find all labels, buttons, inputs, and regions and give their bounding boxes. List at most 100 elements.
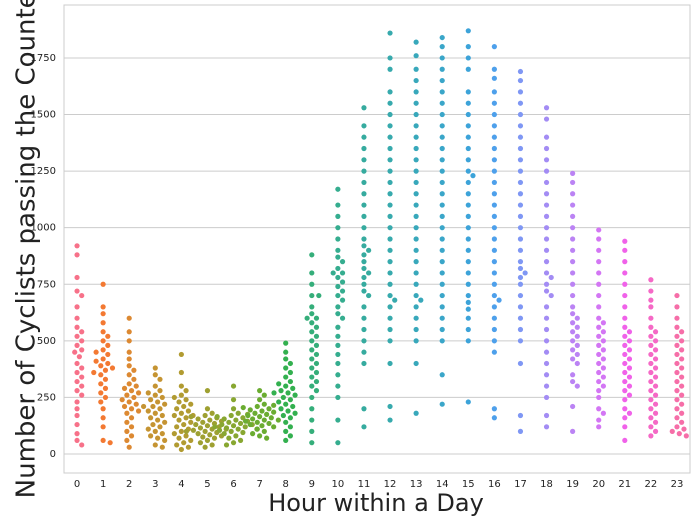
swarm-point <box>470 173 476 179</box>
swarm-point <box>596 406 602 412</box>
swarm-point <box>209 442 215 448</box>
swarm-point <box>285 408 291 414</box>
swarm-point <box>543 349 550 355</box>
swarm-point <box>335 360 341 367</box>
swarm-point <box>361 168 367 174</box>
swarm-point <box>413 202 419 208</box>
swarm-point <box>150 403 156 410</box>
swarm-point <box>214 414 220 420</box>
swarm-point <box>543 168 550 174</box>
swarm-point <box>522 270 528 276</box>
swarm-point <box>600 356 606 362</box>
x-tick-label: 23 <box>671 479 684 490</box>
swarm-point <box>74 333 80 339</box>
swarm-point <box>413 236 419 242</box>
y-tick-label: 500 <box>37 336 56 347</box>
swarm-point <box>131 394 137 401</box>
swarm-point <box>596 324 602 330</box>
swarm-point <box>622 388 628 394</box>
swarm-point <box>335 440 341 446</box>
swarm-point <box>491 157 497 163</box>
swarm-point <box>439 338 445 344</box>
swarm-point <box>361 179 367 186</box>
swarm-point <box>124 410 130 416</box>
swarm-point <box>135 408 142 414</box>
swarm-point <box>157 388 163 394</box>
swarm-point <box>491 236 497 242</box>
swarm-point <box>250 431 256 437</box>
swarm-point <box>652 383 659 389</box>
swarm-point <box>79 292 85 299</box>
swarm-point <box>361 252 367 258</box>
swarm-point <box>133 383 139 389</box>
swarm-point <box>596 342 602 348</box>
swarm-point <box>285 390 291 396</box>
swarm-point <box>543 116 550 122</box>
swarm-point <box>596 388 602 394</box>
swarm-point <box>439 270 445 276</box>
swarm-point <box>543 157 550 163</box>
swarm-point <box>652 374 659 380</box>
swarm-point <box>600 410 606 416</box>
swarm-point <box>465 157 471 163</box>
swarm-point <box>366 270 372 276</box>
swarm-point <box>491 145 497 152</box>
swarm-point <box>465 44 471 50</box>
swarm-point <box>152 372 158 378</box>
swarm-point <box>287 360 293 367</box>
swarm-point <box>413 134 419 140</box>
swarm-point <box>254 419 260 425</box>
x-tick-label: 6 <box>230 479 236 490</box>
swarm-point <box>339 297 346 303</box>
swarm-point <box>439 100 445 106</box>
swarm-point <box>570 213 576 219</box>
swarm-point <box>413 145 419 152</box>
swarm-point <box>517 274 524 281</box>
swarm-point <box>309 292 315 299</box>
swarm-point <box>491 270 497 276</box>
swarm-point <box>176 417 182 423</box>
swarm-point <box>387 157 393 163</box>
swarm-point <box>387 281 393 287</box>
swarm-point <box>491 89 497 95</box>
swarm-point <box>491 100 497 106</box>
swarm-point <box>622 437 628 444</box>
swarm-point <box>240 429 246 436</box>
swarm-point <box>283 349 289 355</box>
swarm-point <box>491 259 497 265</box>
swarm-point <box>392 297 398 303</box>
swarm-point <box>313 369 320 376</box>
swarm-point <box>361 274 367 281</box>
swarm-point <box>226 419 232 425</box>
swarm-point <box>74 315 80 321</box>
swarm-point <box>309 374 315 380</box>
swarm-point <box>211 435 218 441</box>
swarm-point <box>413 410 419 416</box>
swarm-point <box>413 259 419 265</box>
swarm-point <box>491 213 497 219</box>
x-tick-label: 14 <box>436 479 449 490</box>
swarm-point <box>313 388 320 394</box>
swarm-point <box>148 397 154 403</box>
swarm-point <box>128 433 135 439</box>
swarm-point <box>240 404 246 411</box>
swarm-point <box>439 134 445 140</box>
swarm-point <box>465 326 471 333</box>
swarm-point <box>413 53 419 59</box>
swarm-point <box>413 111 419 118</box>
swarm-point <box>74 378 80 385</box>
swarm-point <box>98 399 104 405</box>
swarm-point <box>283 428 289 434</box>
swarm-point <box>570 356 576 362</box>
swarm-point <box>439 292 445 299</box>
swarm-point <box>174 442 180 448</box>
swarm-point <box>596 281 602 287</box>
swarm-point <box>105 333 111 339</box>
swarm-point <box>230 397 237 403</box>
swarm-point <box>491 44 497 50</box>
swarm-point <box>570 236 576 242</box>
swarm-point <box>183 433 189 439</box>
swarm-point <box>278 406 284 412</box>
swarm-point <box>517 259 524 265</box>
swarm-point <box>387 236 393 242</box>
